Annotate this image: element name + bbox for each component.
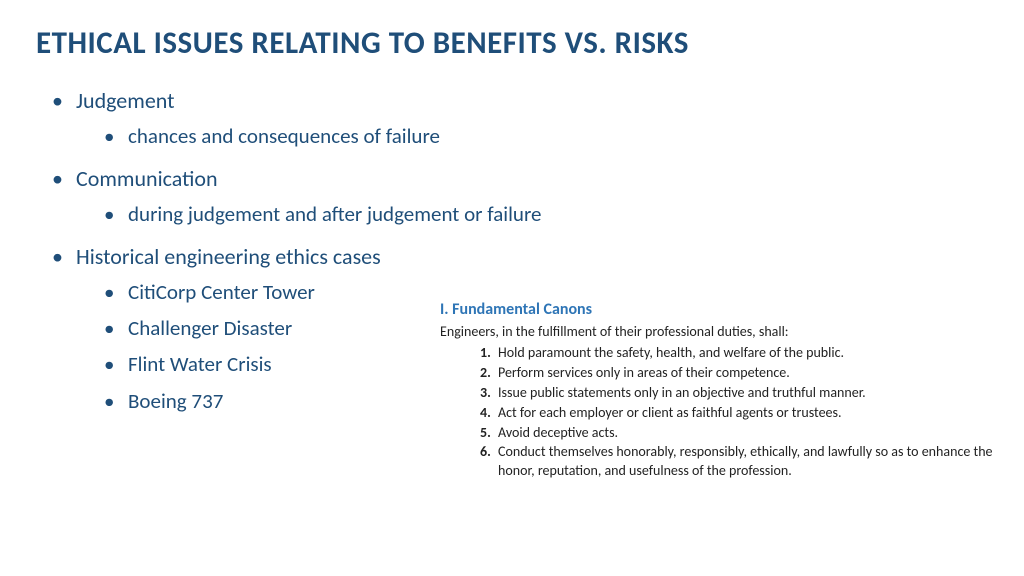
bullet-communication: Communication during judgement and after… <box>52 164 988 228</box>
canons-title: I. Fundamental Canons <box>440 300 1010 319</box>
canon-item: 3. Issue public statements only in an obj… <box>480 384 1010 403</box>
canon-text: Act for each employer or client as faith… <box>498 404 842 421</box>
canon-item: 5. Avoid deceptive acts. <box>480 424 1010 443</box>
canons-intro: Engineers, in the fulfillment of their p… <box>440 323 1010 340</box>
canon-item: 2. Perform services only in areas of thei… <box>480 364 1010 383</box>
canon-text: Conduct themselves honorably, responsibl… <box>498 443 993 479</box>
canon-number: 4. <box>480 404 491 423</box>
canons-list: 1. Hold paramount the safety, health, and… <box>440 344 1010 481</box>
canon-text: Hold paramount the safety, health, and w… <box>498 344 844 361</box>
sub-bullet: chances and consequences of failure <box>104 122 988 150</box>
sub-bullet: during judgement and after judgement or … <box>104 200 988 228</box>
canon-number: 2. <box>480 364 491 383</box>
bullet-label: Communication <box>76 165 218 192</box>
slide-title: ETHICAL ISSUES RELATING TO BENEFITS VS. … <box>36 24 988 62</box>
canon-item: 4. Act for each employer or client as fai… <box>480 404 1010 423</box>
canon-number: 3. <box>480 384 491 403</box>
canon-item: 1. Hold paramount the safety, health, and… <box>480 344 1010 363</box>
canon-text: Perform services only in areas of their … <box>498 364 790 381</box>
canon-item: 6. Conduct themselves honorably, responsi… <box>480 443 1010 481</box>
canon-number: 1. <box>480 344 491 363</box>
canon-text: Avoid deceptive acts. <box>498 424 618 441</box>
canon-text: Issue public statements only in an objec… <box>498 384 866 401</box>
sub-list: chances and consequences of failure <box>76 122 988 150</box>
canon-number: 6. <box>480 443 491 462</box>
canon-number: 5. <box>480 424 491 443</box>
bullet-label: Historical engineering ethics cases <box>76 243 381 270</box>
sub-list: during judgement and after judgement or … <box>76 200 988 228</box>
fundamental-canons-panel: I. Fundamental Canons Engineers, in the … <box>440 300 1010 482</box>
bullet-judgement: Judgement chances and consequences of fa… <box>52 86 988 150</box>
bullet-label: Judgement <box>76 87 175 114</box>
